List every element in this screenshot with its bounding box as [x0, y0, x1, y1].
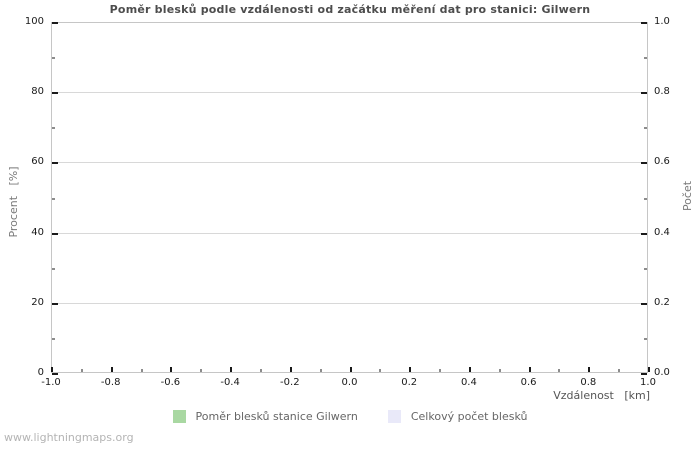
- x-axis-tick: [320, 369, 322, 372]
- x-axis-tick: [200, 369, 202, 372]
- x-axis-tick: [141, 369, 143, 372]
- legend-label-total-count: Celkový počet blesků: [410, 409, 528, 423]
- y-axis-right-tick: [641, 22, 647, 24]
- legend-item-total-count: Celkový počet blesků: [387, 409, 528, 423]
- x-axis-tick: [499, 369, 501, 372]
- x-axis-tick-label: -0.8: [100, 377, 121, 388]
- x-axis-tick: [528, 367, 531, 372]
- x-axis-tick-label: 1.0: [640, 377, 656, 388]
- y-axis-right-tick: [641, 302, 647, 305]
- y-axis-left-tick: [52, 338, 55, 340]
- y-axis-right-tick: [644, 57, 647, 59]
- y-axis-right-tick-label: 1.0: [654, 16, 670, 27]
- x-axis-tick-label: 0.2: [401, 377, 418, 388]
- x-axis-tick-label: 0.0: [341, 377, 358, 388]
- y-axis-right-tick: [641, 92, 647, 95]
- chart-title: Poměr blesků podle vzdálenosti od začátk…: [109, 3, 591, 16]
- x-axis-tick: [379, 369, 381, 372]
- y-axis-left-tick-label: 0: [37, 367, 44, 378]
- y-axis-left-tick: [52, 22, 58, 24]
- x-axis-tick-label: -0.6: [160, 377, 181, 388]
- y-axis-right-tick: [641, 232, 647, 235]
- gridline-horizontal: [52, 232, 647, 234]
- x-axis-title: Vzdálenost [km]: [553, 389, 650, 402]
- legend-swatch-total-count: [387, 409, 401, 423]
- x-axis-tick-label: -1.0: [41, 377, 61, 388]
- y-axis-right-tick-label: 0.0: [654, 367, 670, 378]
- x-axis-tick: [558, 369, 560, 372]
- x-axis-tick: [289, 367, 292, 372]
- x-axis-tick: [260, 369, 262, 372]
- y-axis-left-tick-label: 80: [31, 86, 44, 98]
- x-axis-tick: [409, 367, 412, 372]
- y-axis-left-tick-label: 20: [31, 296, 44, 308]
- y-axis-right-tick-label: 0.2: [654, 296, 670, 308]
- x-axis-tick: [588, 367, 591, 372]
- y-axis-right-tick: [644, 268, 647, 270]
- x-axis-tick-label: -0.2: [280, 377, 300, 388]
- y-axis-right-tick-label: 0.8: [654, 86, 670, 98]
- y-axis-right-tick: [644, 338, 647, 340]
- y-axis-left-tick: [52, 302, 58, 305]
- y-axis-left-tick-label: 40: [31, 226, 44, 238]
- y-axis-right-tick: [644, 127, 647, 129]
- y-axis-left-tick-label: 100: [24, 16, 44, 27]
- legend-label-station-ratio: Poměr blesků stanice Gilwern: [195, 409, 358, 423]
- y-axis-left-tick: [52, 162, 58, 165]
- y-axis-left-tick: [52, 127, 55, 129]
- y-axis-right-tick-label: 0.6: [654, 156, 670, 168]
- plot-area: [51, 22, 650, 375]
- y-axis-right-tick: [641, 373, 647, 375]
- x-axis-tick: [81, 369, 83, 372]
- y-axis-left-tick: [52, 92, 58, 95]
- y-axis-left-tick: [52, 57, 55, 59]
- x-axis-tick: [170, 367, 173, 372]
- gridline-horizontal: [52, 302, 647, 304]
- legend-item-station-ratio: Poměr blesků stanice Gilwern: [172, 409, 358, 423]
- x-axis-tick: [230, 367, 233, 372]
- y-axis-left-tick-label: 60: [31, 156, 44, 168]
- x-axis-tick-label: 0.8: [580, 377, 597, 388]
- y-axis-right-tick: [641, 162, 647, 165]
- y-axis-left-tick: [52, 232, 58, 235]
- watermark-text: www.lightningmaps.org: [4, 431, 134, 444]
- x-axis-tick: [648, 367, 650, 372]
- x-axis-tick: [468, 367, 471, 372]
- x-axis-tick-label: -0.4: [220, 377, 240, 388]
- gridline-horizontal: [52, 162, 647, 164]
- gridline-horizontal: [52, 92, 647, 94]
- x-axis-tick: [349, 367, 352, 372]
- x-axis-tick: [51, 367, 53, 372]
- x-axis-tick: [439, 369, 441, 372]
- x-axis-tick-label: 0.6: [520, 377, 537, 388]
- legend-swatch-station-ratio: [172, 409, 186, 423]
- y-axis-right-tick-label: 0.4: [654, 226, 670, 238]
- x-axis-tick-label: 0.4: [460, 377, 477, 388]
- y-axis-left-tick: [52, 198, 55, 199]
- y-axis-right-title: Počet: [681, 180, 694, 212]
- legend: Poměr blesků stanice Gilwern Celkový poč…: [0, 408, 700, 424]
- y-axis-left-tick: [52, 268, 55, 270]
- x-axis-tick: [618, 369, 620, 372]
- y-axis-left-title: Procent [%]: [7, 166, 20, 238]
- x-axis-tick: [110, 367, 113, 372]
- y-axis-left-tick: [52, 373, 58, 375]
- y-axis-right-tick: [644, 198, 647, 199]
